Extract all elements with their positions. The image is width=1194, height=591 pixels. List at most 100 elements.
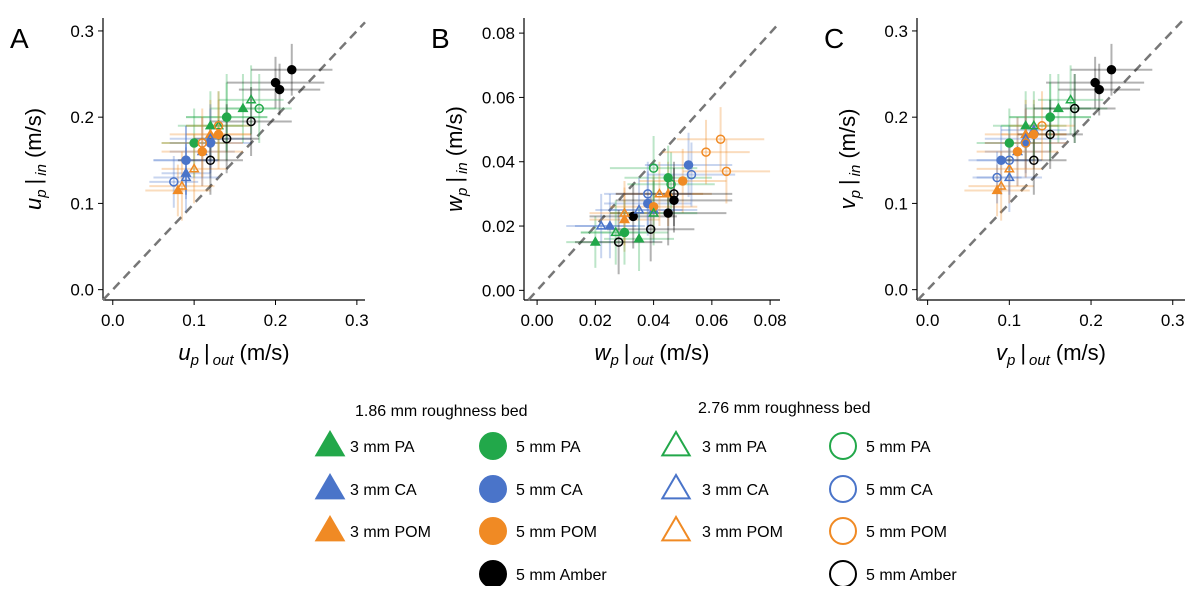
point <box>1052 102 1064 113</box>
point <box>237 102 249 113</box>
point <box>1003 171 1015 182</box>
legend-label: 5 mm CA <box>866 482 933 499</box>
point <box>180 171 192 182</box>
x-tick-label: 0.08 <box>754 311 787 330</box>
identity-line <box>102 21 366 301</box>
y-axis-title: vp | in (m/s) <box>835 109 864 210</box>
point <box>618 207 630 217</box>
point <box>1012 146 1023 157</box>
axis-bar: | <box>21 179 46 185</box>
point <box>1004 155 1015 166</box>
point <box>683 160 694 170</box>
legend-marker <box>660 429 692 457</box>
point <box>181 155 191 166</box>
point <box>1029 129 1039 140</box>
legend-marker <box>314 472 346 500</box>
panel-label: A <box>10 23 29 54</box>
point <box>246 116 256 127</box>
axis-unit: (m/s) <box>21 108 46 158</box>
point <box>653 188 665 198</box>
point <box>1106 64 1117 75</box>
point <box>995 180 1007 190</box>
axis-symbol: w <box>442 194 467 212</box>
axis-unit: (m/s) <box>835 109 860 159</box>
legend-marker <box>479 560 507 588</box>
point <box>1090 77 1100 88</box>
axis-unit: (m/s) <box>442 106 467 156</box>
point <box>589 236 601 246</box>
point <box>613 237 624 247</box>
y-tick-label: 0.3 <box>70 22 94 41</box>
point <box>633 233 645 243</box>
point <box>992 172 1002 183</box>
point <box>176 180 188 190</box>
panel-label: C <box>824 23 844 54</box>
point <box>1045 129 1055 140</box>
point <box>677 176 688 186</box>
point <box>245 94 257 104</box>
point <box>188 163 200 173</box>
axis-symbol: v <box>835 196 860 209</box>
legend-label: 3 mm PA <box>350 439 415 456</box>
y-tick-label: 0.1 <box>70 194 94 213</box>
identity-line <box>527 21 781 301</box>
axis-unit: (m/s) <box>1056 340 1106 365</box>
legend-label: 5 mm PA <box>866 439 931 456</box>
legend-label: 3 mm PA <box>702 439 767 456</box>
axis-condition: out <box>633 352 655 369</box>
x-tick-label: 0.0 <box>916 311 940 330</box>
point <box>213 129 224 140</box>
x-tick-label: 0.1 <box>182 311 206 330</box>
legend-title: 1.86 mm roughness bed <box>355 403 528 420</box>
axis-bar: | <box>835 179 860 185</box>
legend-marker <box>314 514 346 542</box>
x-tick-label: 0.00 <box>521 311 554 330</box>
point <box>628 211 638 222</box>
axis-bar: | <box>624 340 630 365</box>
point <box>1020 119 1032 130</box>
axis-condition: out <box>213 352 235 369</box>
point <box>604 220 616 230</box>
legend-title: 2.76 mm roughness bed <box>698 400 871 417</box>
legend-label: 5 mm POM <box>866 524 947 541</box>
legend-marker <box>479 475 507 503</box>
axis-subscript: p <box>1006 352 1015 369</box>
point <box>996 155 1006 166</box>
legend-label: 3 mm CA <box>702 482 769 499</box>
x-tick-label: 0.06 <box>695 311 728 330</box>
identity-line <box>916 17 1186 301</box>
point <box>1045 112 1055 122</box>
point <box>648 163 659 173</box>
x-tick-label: 0.2 <box>1079 311 1103 330</box>
axis-symbol: v <box>996 340 1009 365</box>
point <box>274 84 285 95</box>
legend-label: 5 mm PA <box>516 439 581 456</box>
point <box>197 146 208 157</box>
point <box>610 226 622 237</box>
y-tick-label: 0.0 <box>884 281 908 300</box>
point <box>197 138 208 148</box>
point <box>595 220 607 230</box>
point <box>666 179 676 189</box>
point <box>663 208 673 218</box>
y-tick-label: 0.3 <box>884 22 908 41</box>
legend-label: 3 mm CA <box>350 482 417 499</box>
x-tick-label: 0.0 <box>101 311 125 330</box>
y-axis-title: up | in (m/s) <box>21 108 50 210</box>
legend-label: 5 mm POM <box>516 524 597 541</box>
point <box>189 138 199 148</box>
point <box>1028 119 1040 130</box>
point <box>1094 84 1104 95</box>
legend-marker <box>660 514 692 542</box>
point <box>1004 138 1015 148</box>
legend-label: 3 mm POM <box>350 524 431 541</box>
point <box>645 224 656 235</box>
point <box>669 189 679 199</box>
point <box>618 213 630 224</box>
axis-subscript: p <box>609 352 618 369</box>
point <box>205 155 216 166</box>
y-tick-label: 0.02 <box>482 217 515 236</box>
axis-unit: (m/s) <box>659 340 709 365</box>
point <box>287 64 297 75</box>
